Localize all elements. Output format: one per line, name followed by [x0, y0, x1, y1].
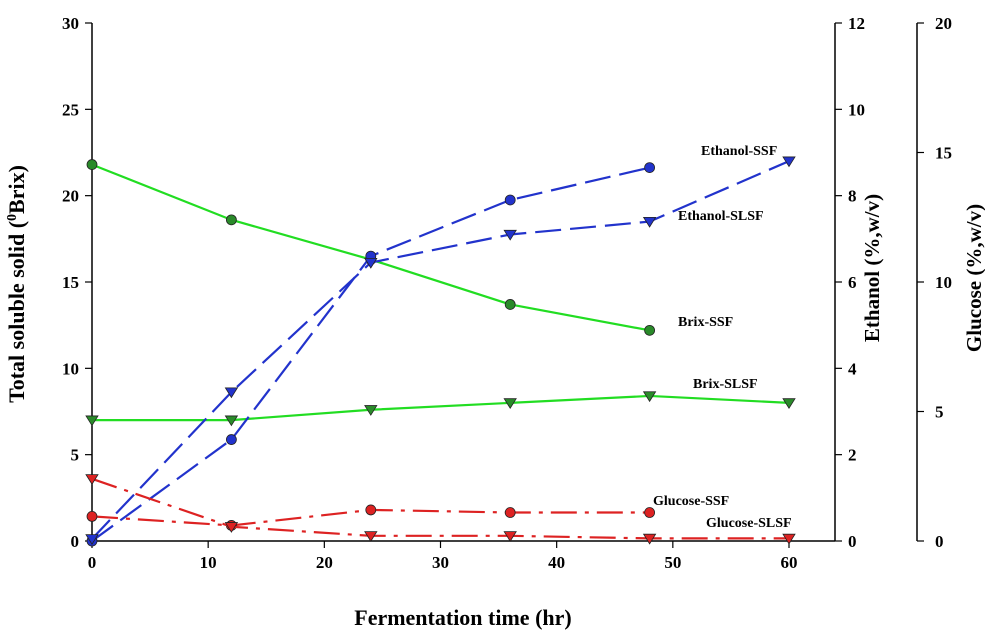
y-tick-label: 5	[71, 446, 80, 465]
data-point	[504, 507, 516, 518]
x-axis-ticks: 0 10 20 30 40 50 60	[88, 541, 798, 572]
data-point	[642, 533, 657, 545]
y-tick-label: 10	[62, 359, 79, 378]
x-tick-label: 10	[200, 553, 217, 572]
ethanol-axis-title: Ethanol (%,w/v)	[860, 194, 884, 342]
series-label: Brix-SLSF	[693, 377, 758, 392]
y-tick-label: 10	[935, 273, 952, 292]
data-point	[85, 534, 99, 545]
y-tick-label: 4	[848, 359, 857, 378]
brix-axis-title: Total soluble solid (0Brix)	[4, 165, 29, 403]
series-line	[92, 394, 790, 422]
brix-axis-title-end: Brix)	[4, 165, 29, 214]
data-point	[364, 531, 378, 542]
x-tick-label: 20	[316, 553, 333, 572]
series-label: Glucose-SSF	[653, 494, 729, 509]
data-point	[224, 415, 239, 427]
data-point	[224, 522, 239, 533]
x-tick-label: 60	[781, 553, 798, 572]
data-point	[642, 216, 657, 228]
data-point	[504, 299, 516, 310]
brix-axis-ticks: 0 5 10 15 20 25 30	[62, 14, 92, 551]
series-line	[91, 163, 650, 332]
ethanol-axis-ticks: 0 2 4 6 8 10 12	[835, 14, 865, 551]
brix-axis-title-main: Total soluble solid (	[4, 221, 29, 403]
series-ethanol-slsf	[85, 156, 796, 545]
y-tick-label: 8	[848, 187, 857, 206]
y-tick-label: 6	[848, 273, 857, 292]
data-point	[224, 387, 239, 399]
series-label: Ethanol-SSF	[701, 144, 777, 159]
y-tick-label: 5	[935, 403, 944, 422]
data-point	[86, 159, 98, 170]
series-brix-slsf	[85, 391, 796, 427]
x-tick-label: 50	[664, 553, 681, 572]
x-tick-label: 40	[548, 553, 565, 572]
glucose-axis-ticks: 0 5 10 15 20	[917, 14, 952, 551]
series-layer	[85, 156, 796, 547]
y-tick-label: 30	[62, 14, 79, 33]
data-point	[365, 504, 377, 516]
data-point	[86, 510, 98, 522]
data-point	[644, 507, 655, 518]
data-point	[782, 398, 796, 410]
data-point	[782, 533, 796, 545]
series-line	[91, 166, 650, 542]
y-tick-label: 2	[848, 446, 857, 465]
brix-axis-title-sup: 0	[5, 214, 20, 221]
series-label: Brix-SSF	[678, 315, 733, 330]
data-point	[504, 194, 516, 206]
series-ethanol-ssf	[86, 162, 655, 547]
data-point	[642, 391, 657, 403]
x-tick-label: 0	[88, 553, 97, 572]
plot-frame	[91, 23, 918, 542]
series-line	[91, 160, 790, 540]
y-tick-label: 25	[62, 100, 79, 119]
data-point	[503, 531, 517, 542]
y-tick-label: 10	[848, 100, 865, 119]
data-point	[225, 214, 237, 226]
y-tick-label: 0	[71, 532, 80, 551]
series-glucose-ssf	[86, 504, 655, 531]
glucose-axis-title: Glucose (%,w/v)	[962, 204, 985, 352]
data-point	[503, 398, 517, 410]
x-tick-label: 30	[432, 553, 449, 572]
data-point	[85, 474, 99, 485]
y-tick-label: 0	[848, 532, 857, 551]
data-point	[364, 405, 378, 416]
data-point	[225, 434, 237, 445]
data-point	[644, 324, 655, 336]
x-axis-title: Fermentation time (hr)	[354, 605, 571, 630]
y-tick-label: 0	[935, 532, 944, 551]
data-point	[503, 229, 517, 241]
y-tick-label: 20	[62, 187, 79, 206]
data-point	[644, 162, 655, 174]
y-tick-label: 20	[935, 14, 952, 33]
y-tick-label: 12	[848, 14, 865, 33]
series-line	[91, 477, 789, 540]
data-point	[85, 415, 99, 427]
series-label: Glucose-SLSF	[706, 516, 792, 531]
series-labels: Brix-SSF Brix-SLSF Ethanol-SSF Ethanol-SLSF…	[653, 144, 792, 531]
data-point	[782, 156, 796, 168]
y-tick-label: 15	[62, 273, 79, 292]
data-point	[364, 257, 378, 269]
series-glucose-slsf	[85, 474, 796, 545]
series-label: Ethanol-SLSF	[678, 209, 764, 224]
y-tick-label: 15	[935, 144, 952, 163]
